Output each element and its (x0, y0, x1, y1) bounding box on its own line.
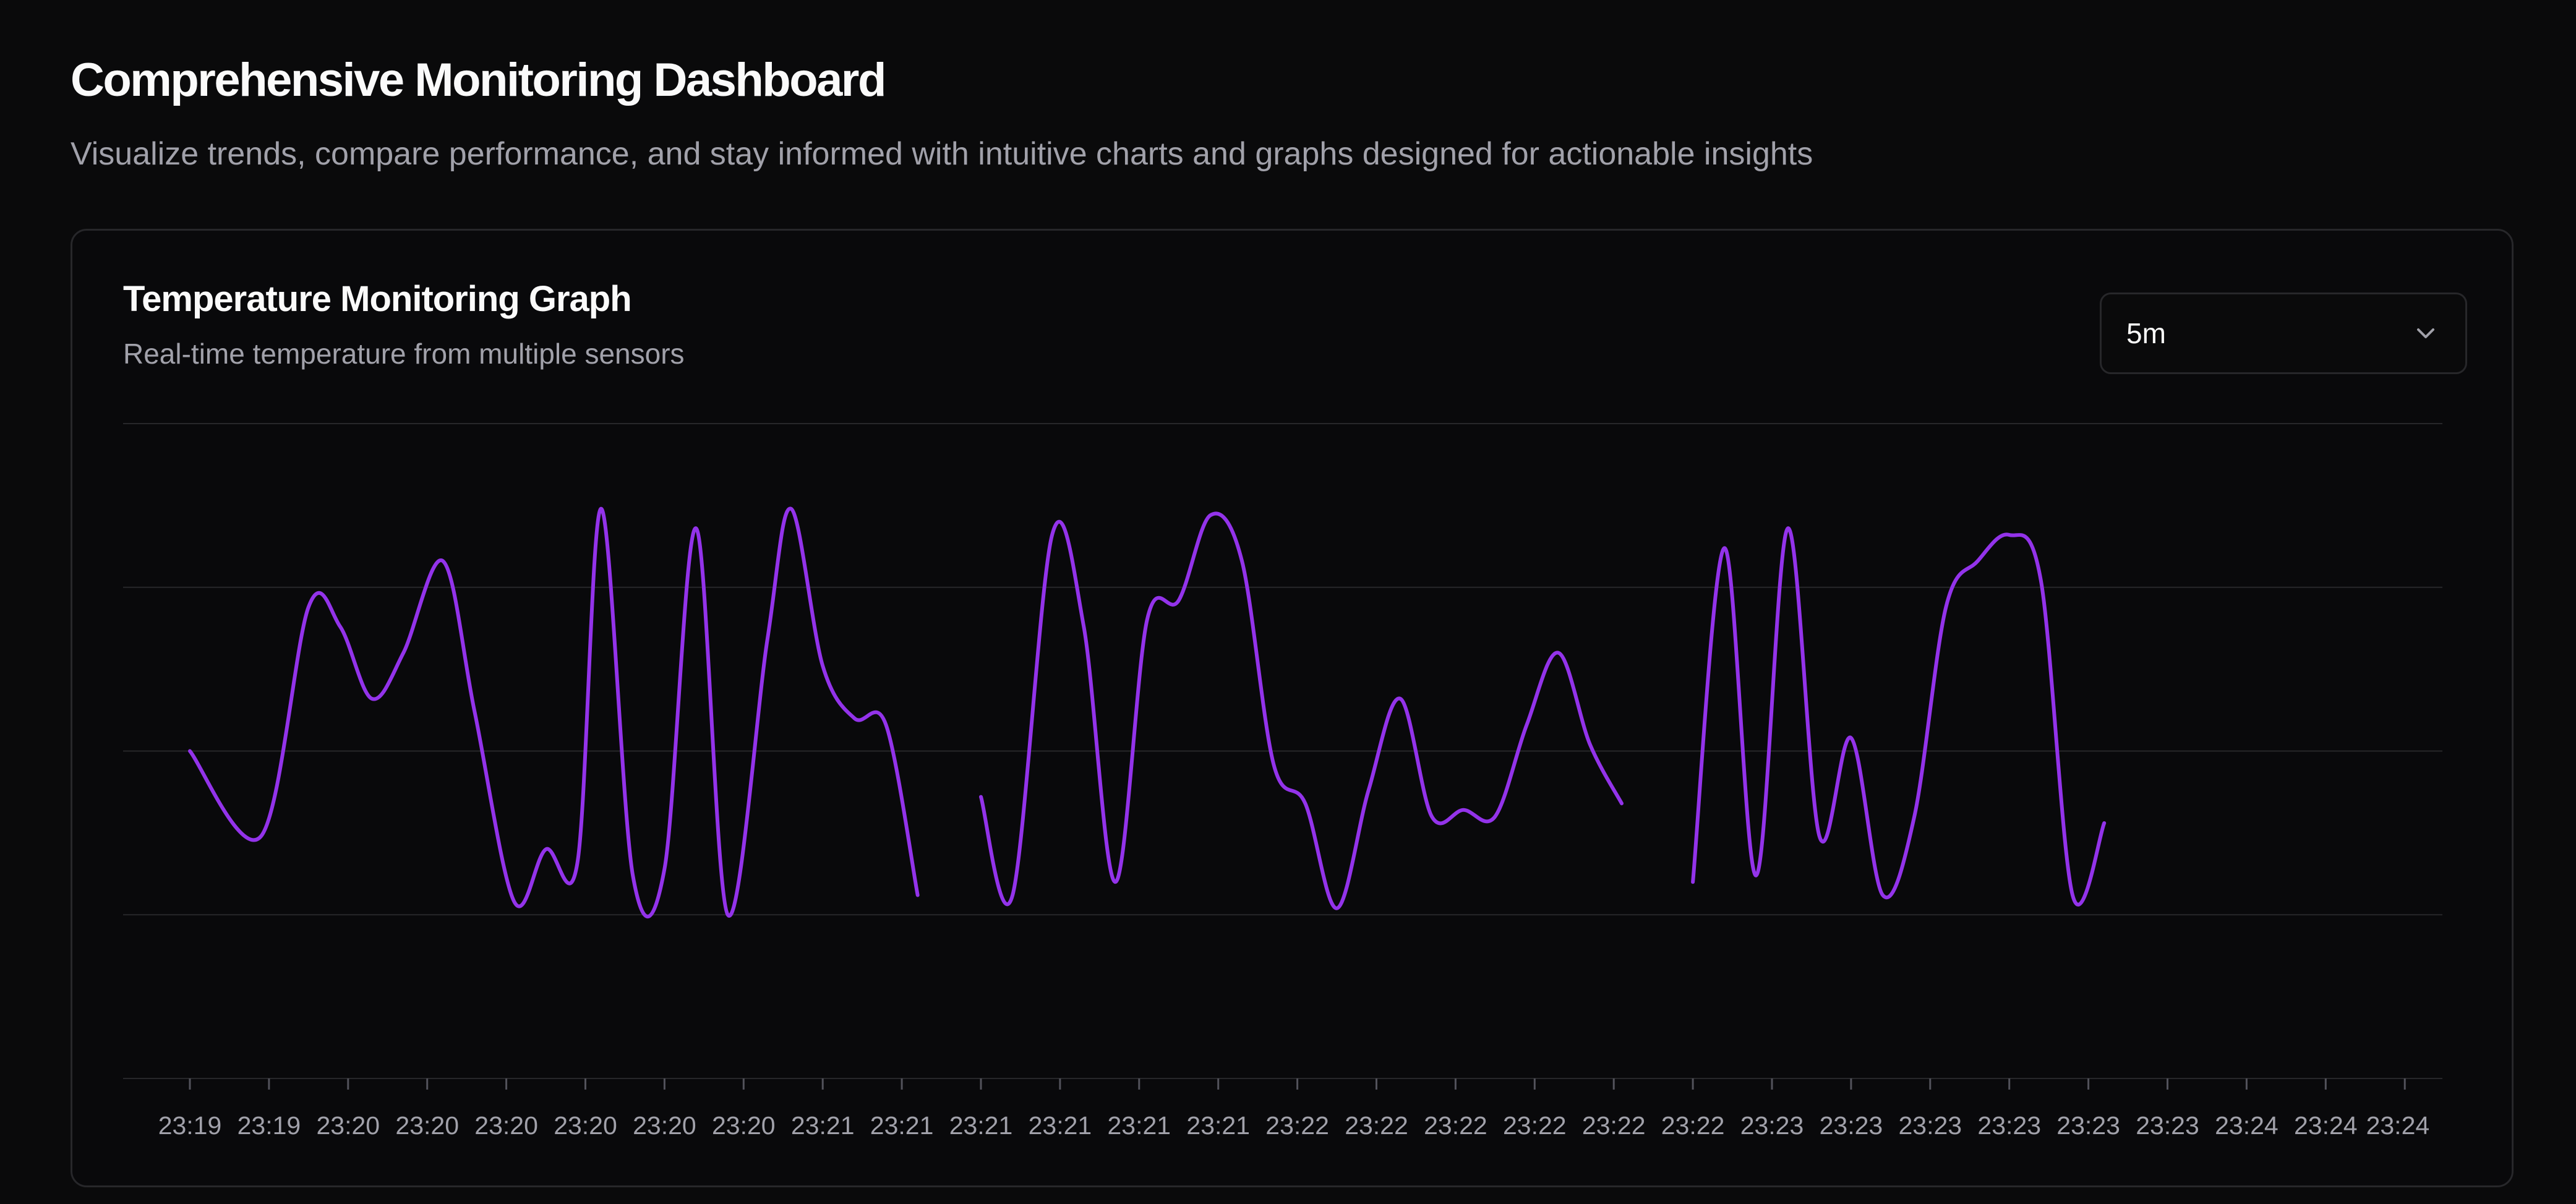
x-tick-label: 23:22 (1582, 1111, 1646, 1140)
page-subtitle: Visualize trends, compare performance, a… (71, 136, 1813, 172)
x-tick-label: 23:22 (1661, 1111, 1725, 1140)
x-tick-label: 23:20 (395, 1111, 459, 1140)
x-tick-label: 23:22 (1345, 1111, 1408, 1140)
x-tick-label: 23:21 (791, 1111, 855, 1140)
x-tick-label: 23:19 (237, 1111, 301, 1140)
x-tick-label: 23:24 (2294, 1111, 2358, 1140)
x-axis: 23:19 23:19 23:20 23:20 23:20 23:20 23:20 23:20… (158, 1078, 2430, 1140)
x-tick-label: 23:23 (2056, 1111, 2120, 1140)
x-tick-label: 23:20 (554, 1111, 617, 1140)
temperature-line-chart: 23:19 23:19 23:20 23:20 23:20 23:20 23:20 23:20… (123, 423, 2442, 1140)
x-tick-label: 23:24 (2215, 1111, 2279, 1140)
x-tick-label: 23:23 (1898, 1111, 1962, 1140)
temperature-line-segment (188, 506, 920, 919)
chevron-down-icon (2417, 328, 2434, 338)
page-title: Comprehensive Monitoring Dashboard (71, 54, 886, 106)
temperature-chart-card: Temperature Monitoring Graph Real-time t… (71, 229, 2514, 1187)
x-tick-label: 23:21 (1029, 1111, 1092, 1140)
card-subtitle: Real-time temperature from multiple sens… (123, 338, 685, 370)
grid-lines (123, 423, 2442, 1079)
x-tick-label: 23:22 (1503, 1111, 1567, 1140)
time-range-select[interactable]: 5m (2100, 292, 2467, 374)
x-tick-label: 23:23 (1820, 1111, 1883, 1140)
x-tick-label: 23:23 (1740, 1111, 1804, 1140)
x-tick-label: 23:20 (316, 1111, 380, 1140)
x-tick-label: 23:20 (712, 1111, 776, 1140)
card-title: Temperature Monitoring Graph (123, 279, 632, 319)
x-tick-label: 23:23 (1977, 1111, 2041, 1140)
series-lines (188, 506, 2107, 919)
x-tick-label: 23:21 (1107, 1111, 1171, 1140)
x-tick-label: 23:24 (2366, 1111, 2430, 1140)
x-tick-label: 23:19 (158, 1111, 222, 1140)
x-tick-label: 23:21 (949, 1111, 1013, 1140)
x-tick-label: 23:23 (2136, 1111, 2199, 1140)
temperature-line-segment (1691, 526, 2107, 907)
time-range-value: 5m (2126, 317, 2166, 349)
temperature-line-segment (979, 511, 1624, 910)
x-tick-label: 23:20 (633, 1111, 696, 1140)
x-tick-label: 23:21 (870, 1111, 934, 1140)
x-tick-label: 23:22 (1424, 1111, 1487, 1140)
x-tick-label: 23:22 (1265, 1111, 1329, 1140)
x-tick-label: 23:21 (1186, 1111, 1250, 1140)
x-tick-label: 23:20 (474, 1111, 538, 1140)
